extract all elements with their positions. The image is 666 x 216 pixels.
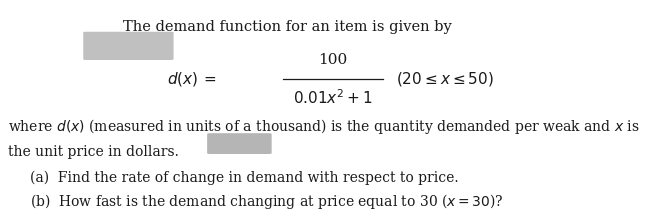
Text: The demand function for an item is given by: The demand function for an item is given… — [123, 20, 452, 34]
Text: (a)  Find the rate of change in demand with respect to price.: (a) Find the rate of change in demand wi… — [30, 171, 459, 185]
Text: $0.01x^2 + 1$: $0.01x^2 + 1$ — [293, 88, 373, 107]
Text: (b)  How fast is the demand changing at price equal to 30 ($x = 30$)?: (b) How fast is the demand changing at p… — [30, 192, 503, 211]
Text: $(20 \leq x \leq 50)$: $(20 \leq x \leq 50)$ — [396, 70, 494, 88]
Text: 100: 100 — [318, 54, 348, 67]
Text: where $d(x)$ (measured in units of a thousand) is the quantity demanded per weak: where $d(x)$ (measured in units of a tho… — [8, 117, 639, 136]
Text: the unit price in dollars.: the unit price in dollars. — [8, 145, 179, 159]
FancyBboxPatch shape — [83, 32, 174, 60]
Text: $d(x)\,=$: $d(x)\,=$ — [167, 70, 216, 88]
FancyBboxPatch shape — [207, 133, 272, 154]
